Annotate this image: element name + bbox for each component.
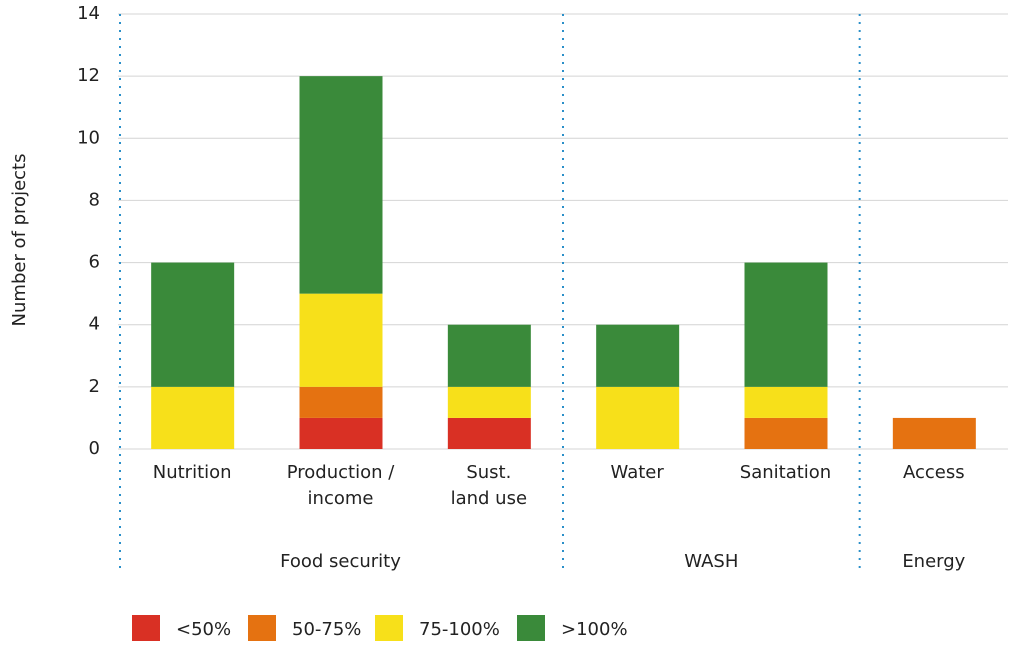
bar-segment — [892, 417, 976, 449]
bar-segment — [151, 386, 235, 449]
y-tick-label: 10 — [77, 127, 100, 148]
bar-segment — [596, 324, 680, 387]
y-tick-label: 14 — [77, 3, 100, 24]
x-tick-label: Sanitation — [739, 462, 832, 483]
x-tick-label: Production / income — [286, 462, 395, 509]
bar-segment — [299, 293, 383, 387]
group-label: Energy — [902, 551, 965, 572]
bar-segment — [744, 262, 828, 387]
legend-swatch — [248, 615, 276, 641]
legend-label: 75-100% — [419, 619, 500, 640]
x-tick-label: Water — [610, 462, 664, 483]
y-tick-label: 4 — [89, 314, 100, 335]
bar-segment — [596, 386, 680, 449]
legend-swatch — [517, 615, 545, 641]
bar-segment — [447, 324, 531, 387]
legend-swatch — [132, 615, 160, 641]
y-tick-label: 12 — [77, 65, 100, 86]
legend-label: >100% — [561, 619, 628, 640]
y-axis-label: Number of projects — [9, 154, 30, 327]
y-tick-label: 8 — [89, 189, 100, 210]
legend-label: 50-75% — [292, 619, 361, 640]
x-tick-label: Sust. land use — [450, 462, 528, 509]
bar-segment — [447, 386, 531, 418]
y-tick-label: 0 — [89, 438, 100, 459]
y-tick-label: 2 — [89, 376, 100, 397]
bar-segment — [299, 386, 383, 418]
group-label: WASH — [684, 551, 738, 572]
bar-segment — [744, 417, 828, 449]
bar-segment — [299, 76, 383, 294]
legend-swatch — [375, 615, 403, 641]
bar-segment — [151, 262, 235, 387]
y-tick-label: 6 — [89, 252, 100, 273]
legend-label: <50% — [176, 619, 231, 640]
bar-segment — [447, 417, 531, 449]
x-tick-label: Nutrition — [152, 462, 232, 483]
bar-segment — [299, 417, 383, 449]
x-tick-label: Access — [903, 462, 965, 483]
group-label: Food security — [280, 551, 401, 572]
bar-segment — [744, 386, 828, 418]
